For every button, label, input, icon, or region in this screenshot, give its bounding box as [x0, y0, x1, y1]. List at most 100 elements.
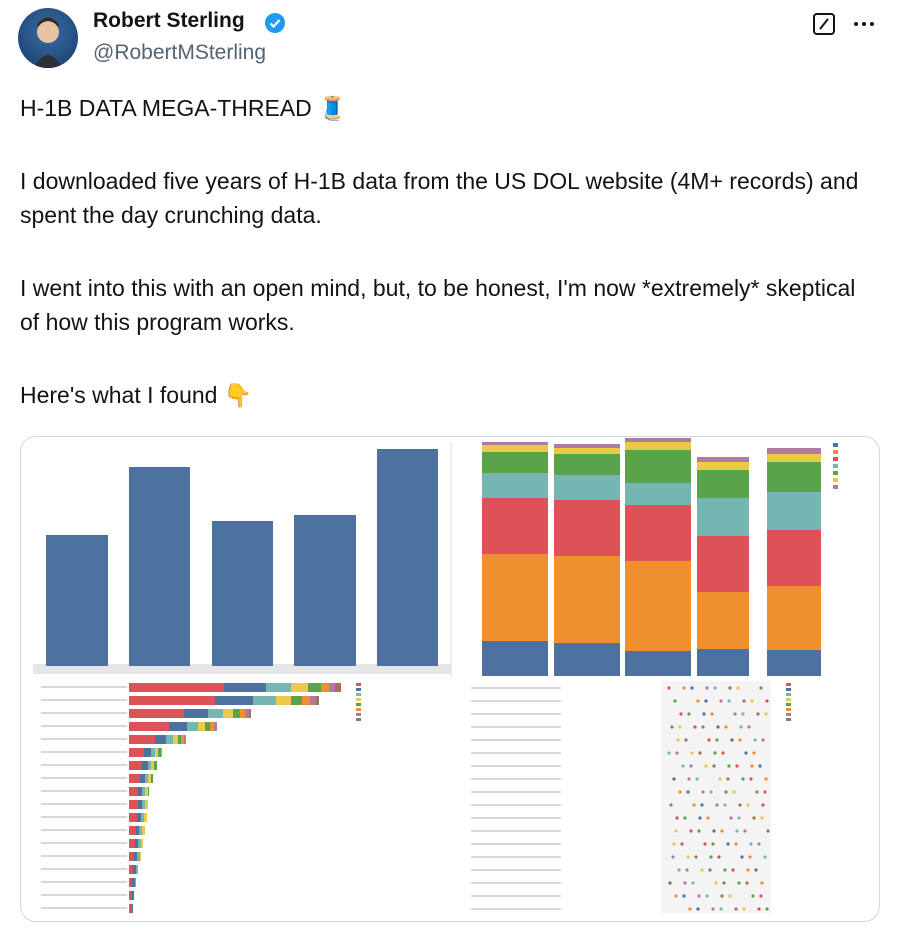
- image-legend-swatch: [833, 443, 838, 447]
- image-dot: [696, 907, 700, 911]
- image-dot: [680, 842, 684, 846]
- image-dot: [724, 790, 728, 794]
- author-name[interactable]: Robert Sterling: [93, 9, 245, 32]
- image-segment: [625, 651, 691, 676]
- image-dot: [752, 816, 756, 820]
- image-dot: [761, 738, 765, 742]
- image-dot: [759, 686, 763, 690]
- image-dot: [683, 816, 687, 820]
- image-dot: [669, 803, 673, 807]
- image-bar-part: [329, 683, 335, 692]
- image-dot: [703, 842, 707, 846]
- image-segment: [767, 586, 821, 650]
- author-handle[interactable]: @RobertMSterling: [93, 41, 267, 64]
- image-legend-swatch: [356, 693, 361, 696]
- image-dot: [683, 881, 687, 885]
- image-dot: [711, 842, 715, 846]
- image-row-label: [471, 791, 561, 793]
- image-dot: [678, 790, 682, 794]
- image-bar-part: [129, 774, 140, 783]
- grok-button[interactable]: [813, 13, 835, 35]
- image-row-label: [41, 829, 127, 831]
- image-bar-part: [129, 826, 136, 835]
- image-dot: [693, 725, 697, 729]
- more-button[interactable]: [854, 22, 874, 26]
- image-row-label: [471, 752, 561, 754]
- image-bar-part: [129, 813, 137, 822]
- image-bar-part: [144, 813, 147, 822]
- image-dot: [712, 764, 716, 768]
- image-dot: [723, 868, 727, 872]
- image-bar-part: [335, 683, 339, 692]
- image-dot: [734, 907, 738, 911]
- image-bar-part: [224, 683, 266, 692]
- image-dot: [756, 712, 760, 716]
- image-bar-part: [308, 683, 321, 692]
- image-segment: [697, 498, 749, 536]
- image-segment: [554, 444, 620, 448]
- image-bar-part: [144, 748, 151, 757]
- image-row-label: [471, 882, 561, 884]
- image-dot: [712, 829, 716, 833]
- image-panel: [661, 681, 771, 913]
- image-dot: [687, 777, 691, 781]
- image-dot: [754, 868, 758, 872]
- image-bar-part: [266, 683, 291, 692]
- image-row-label: [41, 842, 127, 844]
- image-dot: [705, 686, 709, 690]
- image-dot: [686, 855, 690, 859]
- image-dot: [695, 777, 699, 781]
- image-bar-part: [245, 709, 249, 718]
- image-bar-part: [132, 891, 134, 900]
- post-text: H-1B DATA MEGA-THREAD 🧵 I downloaded fiv…: [20, 91, 880, 451]
- image-row-label: [471, 804, 561, 806]
- image-bar-part: [169, 722, 187, 731]
- image-legend-swatch: [356, 703, 361, 706]
- image-bar-part: [138, 800, 142, 809]
- image-dot: [682, 894, 686, 898]
- image-dot: [726, 842, 730, 846]
- image-bar-part: [166, 735, 173, 744]
- image-legend-swatch: [786, 688, 791, 691]
- image-bar-part: [155, 735, 166, 744]
- image-dot: [765, 699, 769, 703]
- image-dot: [749, 842, 753, 846]
- image-dot: [707, 738, 711, 742]
- image-row-label: [471, 856, 561, 858]
- image-bar-part: [132, 904, 133, 913]
- image-dot: [688, 907, 692, 911]
- image-dot: [715, 738, 719, 742]
- media-image[interactable]: [20, 436, 880, 922]
- paragraph: H-1B DATA MEGA-THREAD 🧵: [20, 95, 347, 121]
- image-dot: [764, 777, 768, 781]
- image-bar-part: [181, 735, 184, 744]
- image-dot: [735, 829, 739, 833]
- image-bar-part: [173, 735, 178, 744]
- image-dot: [746, 803, 750, 807]
- image-bar-part: [187, 722, 198, 731]
- image-dot: [715, 803, 719, 807]
- image-dot: [750, 699, 754, 703]
- image-row-label: [41, 907, 127, 909]
- image-dot: [732, 790, 736, 794]
- image-bar-part: [135, 878, 136, 887]
- image-row-label: [41, 751, 127, 753]
- image-legend-swatch: [786, 713, 791, 716]
- image-bar-part: [142, 761, 148, 770]
- image-legend-swatch: [833, 464, 838, 468]
- image-bar-part: [151, 748, 155, 757]
- image-segment: [697, 536, 749, 592]
- image-row-label: [41, 803, 127, 805]
- image-dot: [764, 712, 768, 716]
- image-segment: [697, 649, 749, 676]
- image-dot: [702, 712, 706, 716]
- image-row-label: [471, 869, 561, 871]
- image-legend-swatch: [356, 683, 361, 686]
- image-dot: [698, 751, 702, 755]
- image-bar-part: [136, 865, 138, 874]
- image-legend-swatch: [833, 471, 838, 475]
- image-dot: [760, 816, 764, 820]
- verified-badge: [265, 13, 285, 33]
- avatar[interactable]: [18, 8, 78, 68]
- image-dot: [713, 686, 717, 690]
